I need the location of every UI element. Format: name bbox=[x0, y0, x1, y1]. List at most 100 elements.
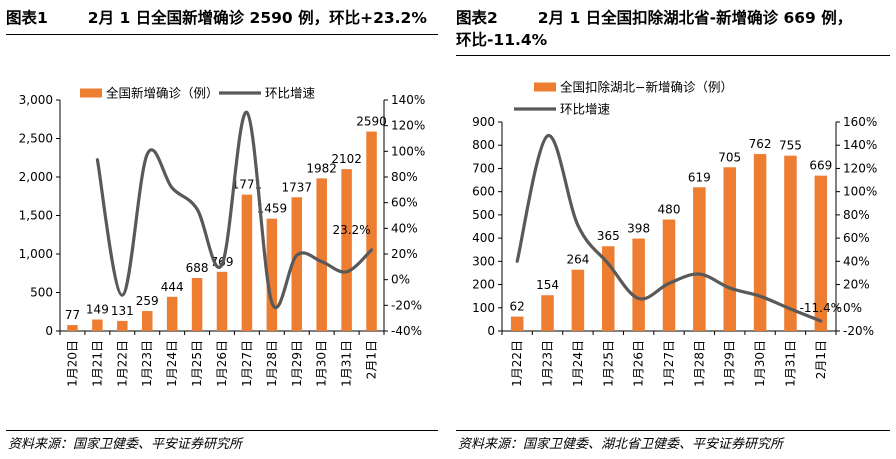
legend-label-line: 环比增速 bbox=[265, 86, 316, 101]
bar bbox=[571, 269, 585, 331]
x-tick-label: 1月21日 bbox=[90, 340, 104, 387]
chart-svg-1: 0 500 1,000 1,500 2,000 2,500 3,000 -40% -20% 0% 2… bbox=[19, 86, 426, 387]
growth-line bbox=[515, 134, 823, 323]
chart-svg-2: 0 100 200 300 400 500 600 700 800 900 -20% 0% 20% 40%… bbox=[472, 80, 877, 387]
title-text-1: 2月 1 日全国新增确诊 2590 例，环比+23.2% bbox=[87, 9, 427, 27]
bar-value-label: 1459 bbox=[257, 202, 288, 216]
bar bbox=[723, 167, 736, 331]
y-right-tick-label: 120% bbox=[391, 119, 425, 133]
bar bbox=[753, 154, 767, 331]
x-tick-label: 1月22日 bbox=[115, 340, 129, 387]
chart-panel-1: 图表1 2月 1 日全国新增确诊 2590 例，环比+23.2% 0 500 1,00… bbox=[0, 0, 446, 459]
y-right-tick-label: 60% bbox=[391, 196, 418, 210]
bar-value-label: 264 bbox=[566, 253, 589, 267]
chart-title-1: 图表1 2月 1 日全国新增确诊 2590 例，环比+23.2% bbox=[6, 8, 427, 29]
y-right-tick-label: 40% bbox=[391, 221, 418, 235]
x-tick-label: 1月31日 bbox=[783, 340, 797, 387]
y-right-tick-label: 100% bbox=[391, 144, 425, 158]
bar-value-label: 480 bbox=[658, 203, 681, 217]
bar-value-label: 62 bbox=[510, 300, 525, 314]
bar bbox=[241, 194, 253, 331]
bar-value-label: 365 bbox=[597, 229, 620, 243]
bar-value-label: 669 bbox=[809, 159, 832, 173]
bar-value-label: 688 bbox=[186, 261, 209, 275]
y-right-tick-label: 0% bbox=[843, 301, 862, 315]
bar bbox=[216, 271, 228, 331]
x-tick-label: 1月25日 bbox=[190, 340, 204, 387]
bar-value-label: 755 bbox=[779, 139, 802, 153]
y-left-tick-label: 500 bbox=[30, 286, 53, 300]
source-text-2: 资料来源：国家卫健委、湖北省卫健委、平安证券研究所 bbox=[458, 437, 784, 452]
legend-label-bars: 全国新增确诊（例） bbox=[106, 86, 219, 101]
x-tick-label: 1月27日 bbox=[240, 340, 254, 387]
bar-value-label: 131 bbox=[111, 304, 134, 318]
x-tick-label: 1月24日 bbox=[165, 340, 179, 387]
y-left-tick-label: 900 bbox=[472, 115, 495, 129]
bar bbox=[117, 320, 128, 331]
growth-line bbox=[95, 110, 374, 310]
y-left-tick-label: 300 bbox=[472, 254, 495, 268]
y-left-tick-label: 2,000 bbox=[19, 170, 53, 184]
y-left-tick-label: 1,000 bbox=[19, 247, 53, 261]
x-tick-label: 1月31日 bbox=[340, 340, 354, 387]
y-right-tick-label: -40% bbox=[391, 324, 422, 338]
y-left-tick-label: 100 bbox=[472, 301, 495, 315]
bar bbox=[141, 311, 153, 331]
bar bbox=[291, 197, 303, 331]
figure-label-1: 图表1 bbox=[6, 9, 48, 27]
bar bbox=[814, 175, 828, 331]
x-tick-label: 1月25日 bbox=[601, 340, 615, 387]
x-tick-label: 2月1日 bbox=[814, 340, 828, 379]
bar bbox=[662, 219, 676, 331]
x-tick-label: 1月24日 bbox=[571, 340, 585, 387]
x-tick-label: 1月27日 bbox=[662, 340, 676, 387]
y-right-tick-label: -20% bbox=[391, 298, 422, 312]
y-left-tick-label: 500 bbox=[472, 208, 495, 222]
source-rule-2 bbox=[456, 430, 890, 431]
legend-label-bars: 全国扣除湖北−新增确诊（例） bbox=[560, 80, 733, 95]
y-right-tick-label: 140% bbox=[843, 138, 877, 152]
y-right-tick-label: -20% bbox=[843, 324, 874, 338]
y-left-tick-label: 800 bbox=[472, 138, 495, 152]
bar-value-label: 154 bbox=[536, 278, 559, 292]
bar bbox=[693, 187, 706, 331]
legend-swatch-bars bbox=[80, 88, 102, 98]
bar bbox=[92, 319, 103, 331]
bar bbox=[166, 296, 178, 331]
y-right-tick-label: 20% bbox=[391, 247, 418, 261]
y-left-tick-label: 2,500 bbox=[19, 132, 53, 146]
bar bbox=[366, 131, 377, 331]
bar bbox=[266, 218, 278, 331]
bar bbox=[541, 295, 554, 331]
x-tick-label: 1月23日 bbox=[541, 340, 555, 387]
title-rule-1 bbox=[6, 34, 438, 35]
x-tick-label: 1月28日 bbox=[692, 340, 706, 387]
bar bbox=[67, 325, 78, 331]
y-right-tick-label: 80% bbox=[391, 170, 418, 184]
y-right-tick-label: 80% bbox=[843, 208, 870, 222]
bar-value-label: 77 bbox=[65, 308, 80, 322]
bar bbox=[784, 155, 797, 331]
bar-value-label: 1737 bbox=[281, 180, 312, 194]
x-tick-label: 1月26日 bbox=[632, 340, 646, 387]
bar bbox=[191, 278, 203, 331]
x-tick-label: 1月20日 bbox=[65, 340, 79, 387]
chart-panel-2: 图表2 2月 1 日全国扣除湖北省-新增确诊 669 例， 环比-11.4% 0 1… bbox=[450, 0, 896, 459]
x-tick-label: 1月29日 bbox=[723, 340, 737, 387]
legend-label-line: 环比增速 bbox=[560, 102, 611, 117]
bar-value-label: 762 bbox=[749, 137, 772, 151]
y-right-tick-label: 40% bbox=[843, 254, 870, 268]
x-tick-label: 1月23日 bbox=[140, 340, 154, 387]
x-tick-label: 2月1日 bbox=[365, 340, 379, 379]
figure-label-2: 图表2 bbox=[456, 9, 498, 27]
bar bbox=[316, 178, 327, 331]
bar-value-label: 1982 bbox=[306, 161, 337, 175]
x-tick-label: 1月22日 bbox=[510, 340, 524, 387]
bar-value-label: 1771 bbox=[232, 178, 263, 192]
chart-title-2: 图表2 2月 1 日全国扣除湖北省-新增确诊 669 例， bbox=[456, 8, 852, 29]
y-right-tick-label: 100% bbox=[843, 185, 877, 199]
y-right-tick-label: 20% bbox=[843, 278, 870, 292]
bar bbox=[510, 316, 524, 331]
bar-value-label: 2102 bbox=[331, 152, 362, 166]
bar-value-label: 705 bbox=[718, 150, 741, 164]
